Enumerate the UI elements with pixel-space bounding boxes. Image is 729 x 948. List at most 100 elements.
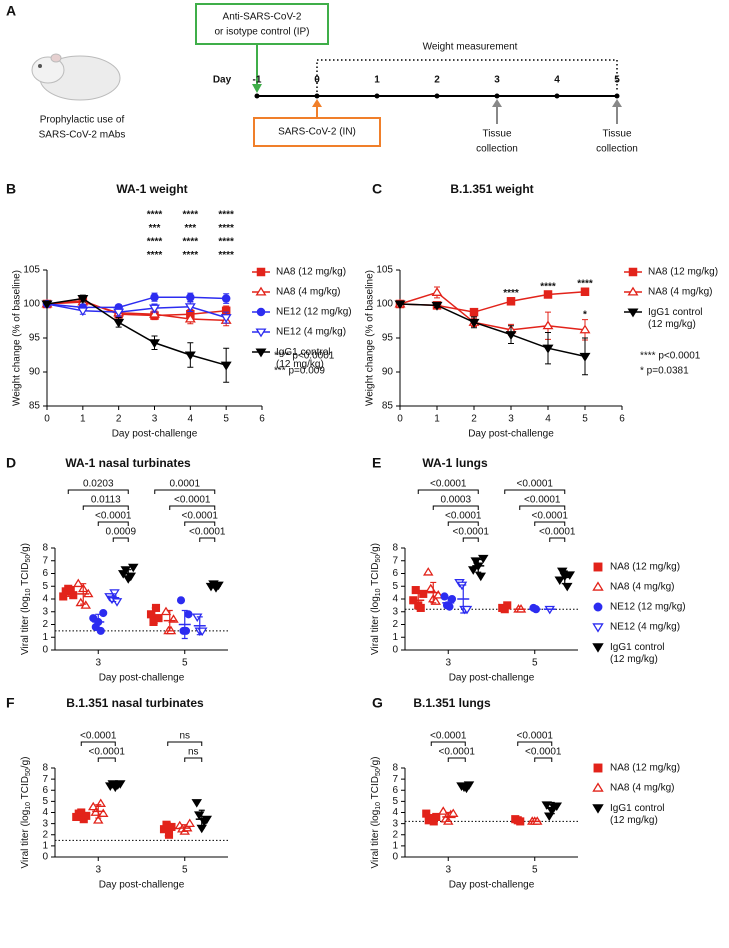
y-tick-label: 95: [382, 333, 394, 344]
error-bar: [166, 609, 173, 632]
y-tick-label: 2: [392, 829, 398, 840]
bracket: [432, 505, 479, 510]
significance: ****: [218, 250, 234, 261]
legend-marker: [593, 602, 603, 612]
bracket: [97, 757, 116, 762]
y-tick-label: 5: [392, 581, 398, 592]
error-bar: [460, 584, 467, 614]
label-part: TCID: [370, 776, 381, 802]
y-tick-label: 8: [392, 543, 398, 554]
point: [149, 339, 160, 349]
legend-marker: [592, 643, 604, 653]
bracket: [82, 505, 129, 510]
comparison-label: <0.0001: [95, 511, 132, 522]
legend-marker: [592, 623, 604, 633]
y-tick-label: 1: [42, 841, 48, 852]
x-tick-label: 3: [508, 414, 514, 425]
point: [77, 307, 89, 317]
point: [113, 308, 125, 318]
data-point: [554, 576, 565, 586]
subscript: 10: [25, 588, 32, 596]
error-bar: [65, 588, 72, 598]
panel-label: F: [6, 695, 15, 711]
error-bar: [475, 558, 482, 573]
legend-label: NA8 (4 mg/kg): [610, 783, 674, 794]
legend-label: IgG1 control (12 mg/kg): [610, 803, 667, 826]
y-tick-label: 0: [392, 645, 398, 656]
day: 5: [614, 75, 620, 86]
y-tick-label: 90: [382, 367, 394, 378]
x-tick-label: 2: [471, 414, 477, 425]
data-point: [461, 605, 473, 615]
data-point: [160, 606, 172, 616]
x-tick-label: 1: [80, 414, 86, 425]
data-point: [176, 596, 186, 605]
arrow-head: [312, 99, 322, 107]
data-point: [109, 589, 120, 598]
x-tick-label: 0: [397, 414, 403, 425]
error-bar: [548, 801, 555, 815]
chart-title: WA-1 weight: [116, 182, 187, 196]
error-bar: [445, 811, 452, 822]
day-dot: [254, 93, 260, 99]
legend-label: NA8 (12 mg/kg): [610, 562, 680, 573]
x-axis-label: Day post-challenge: [449, 673, 535, 684]
data-point: [468, 566, 479, 575]
error-bar: [430, 581, 437, 604]
bracket: [167, 741, 203, 746]
y-tick-label: 1: [392, 841, 398, 852]
point: [506, 297, 516, 306]
data-point: [478, 554, 489, 564]
comparison-label: 0.0009: [105, 527, 136, 538]
comparison-label: <0.0001: [430, 479, 467, 490]
series-line: [399, 303, 586, 358]
point: [221, 294, 231, 303]
x-tick-label: 3: [445, 865, 451, 876]
data-point: [475, 572, 486, 582]
y-tick-label: 5: [392, 796, 398, 807]
point: [543, 290, 553, 299]
x-axis-label: Day post-challenge: [99, 880, 185, 891]
error-bar: [80, 583, 87, 605]
day-label: Day: [213, 75, 232, 86]
x-axis-label: Day post-challenge: [468, 429, 554, 440]
error-bar: [95, 804, 102, 819]
significance: ****: [218, 210, 234, 221]
comparison-label: <0.0001: [524, 495, 561, 506]
y-tick-label: 7: [42, 774, 48, 785]
data-point: [447, 594, 457, 604]
point: [150, 292, 159, 302]
legend-label: NA8 (12 mg/kg): [648, 267, 718, 278]
x-tick-label: 3: [152, 414, 158, 425]
x-tick-label: 3: [95, 865, 101, 876]
y-tick-label: 6: [392, 785, 398, 796]
infection-text: SARS-CoV-2 (IN): [278, 127, 356, 138]
series-line: [399, 291, 586, 331]
significance: ****: [577, 279, 593, 290]
comparison-label: ns: [179, 731, 190, 742]
error-bar: [151, 607, 158, 624]
y-tick-label: 4: [42, 594, 48, 605]
point: [505, 331, 517, 340]
day: 2: [434, 75, 440, 86]
treatment-box: [195, 3, 329, 45]
x-axis-label: Day post-challenge: [99, 673, 185, 684]
tissue-text: Tissue: [482, 129, 512, 140]
y-tick-label: 3: [392, 606, 398, 617]
legend-marker: [255, 328, 267, 338]
note: *** p=0.009: [274, 366, 325, 377]
x-tick-label: 5: [582, 414, 588, 425]
label-part: Viral titer (log: [370, 810, 381, 869]
subscript: 50: [25, 555, 32, 563]
label-part: TCID: [370, 563, 381, 589]
label-part: /g): [370, 757, 381, 769]
y-tick-label: 6: [392, 568, 398, 579]
y-tick-label: 95: [29, 333, 41, 344]
legend-label: NA8 (12 mg/kg): [276, 267, 346, 278]
bracket: [112, 537, 129, 542]
legend-label: NE12 (4 mg/kg): [276, 327, 346, 338]
y-tick-label: 105: [376, 265, 393, 276]
error-bar: [125, 569, 132, 578]
y-tick-label: 0: [42, 645, 48, 656]
legend-marker: [592, 782, 604, 792]
